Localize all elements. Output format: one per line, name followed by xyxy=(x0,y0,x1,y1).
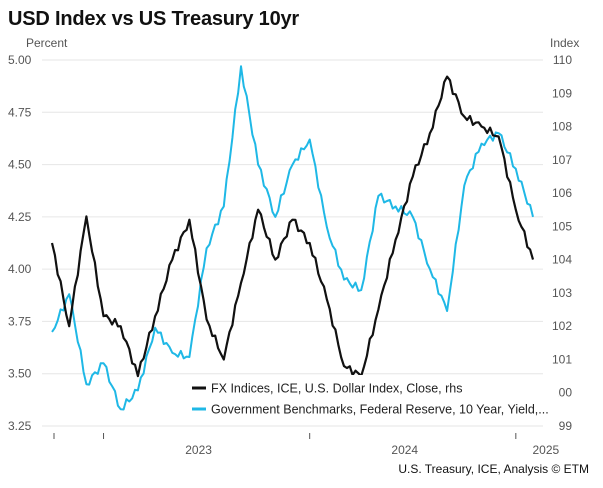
right-tick-label: 102 xyxy=(552,319,572,333)
x-tick-label: 2025 xyxy=(532,443,559,457)
left-tick-label: 4.00 xyxy=(8,262,32,276)
right-tick-label: 105 xyxy=(552,219,572,233)
right-tick-label: 109 xyxy=(552,86,572,100)
right-tick-label: 99 xyxy=(559,419,573,433)
left-tick-label: 5.00 xyxy=(8,53,32,67)
right-tick-label: 108 xyxy=(552,120,572,134)
right-tick-label: 107 xyxy=(552,153,572,167)
series-lines xyxy=(50,65,535,411)
left-tick-label: 3.75 xyxy=(8,314,32,328)
left-axis-label: Percent xyxy=(26,36,68,50)
legend-background xyxy=(186,375,558,423)
series-line-treasury-10yr xyxy=(51,65,534,411)
x-tick-label: 2023 xyxy=(185,443,212,457)
x-tick-label: 2024 xyxy=(391,443,418,457)
right-tick-label: 106 xyxy=(552,186,572,200)
right-axis-label: Index xyxy=(550,36,579,50)
left-tick-label: 4.50 xyxy=(8,158,32,172)
legend: FX Indices, ICE, U.S. Dollar Index, Clos… xyxy=(186,375,558,423)
left-tick-label: 4.75 xyxy=(8,105,32,119)
grid-lines xyxy=(42,59,543,427)
source-note: U.S. Treasury, ICE, Analysis © ETM xyxy=(398,462,589,476)
legend-label: Government Benchmarks, Federal Reserve, … xyxy=(211,403,549,417)
right-tick-label: 104 xyxy=(552,253,572,267)
chart-title: USD Index vs US Treasury 10yr xyxy=(8,8,300,30)
right-tick-label: 110 xyxy=(553,53,572,67)
left-tick-label: 3.25 xyxy=(8,419,32,433)
right-tick-label: 103 xyxy=(552,286,572,300)
axes: 5.00 4.75 4.50 4.25 4.00 3.75 3.50 3.25 110 109 10… xyxy=(8,36,579,457)
series-line-usd-index xyxy=(50,75,535,378)
right-tick-label: 101 xyxy=(552,352,572,366)
left-tick-label: 4.25 xyxy=(8,210,32,224)
legend-label: FX Indices, ICE, U.S. Dollar Index, Clos… xyxy=(211,382,462,396)
left-tick-label: 3.50 xyxy=(8,367,32,381)
